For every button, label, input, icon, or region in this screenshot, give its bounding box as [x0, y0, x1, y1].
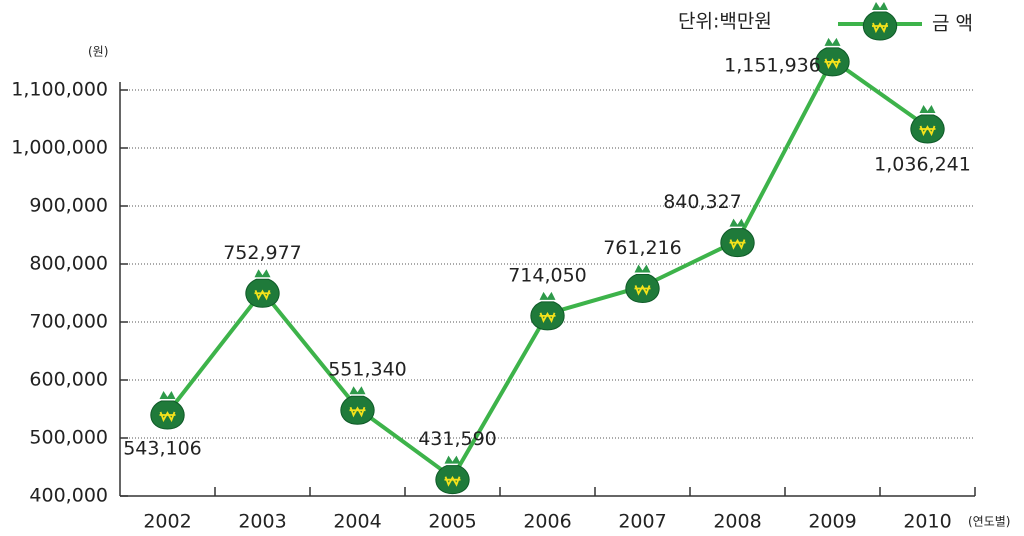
- marker: [910, 104, 945, 144]
- y-axis-label: (원): [88, 45, 108, 59]
- value-label: 543,106: [123, 437, 202, 459]
- x-tick-label: 2005: [428, 511, 476, 533]
- bag-won: [729, 238, 746, 250]
- x-tick-label: 2008: [713, 511, 761, 533]
- x-tick-label: 2009: [808, 511, 856, 533]
- bag-knot: [539, 291, 556, 300]
- x-tick-label: 2010: [903, 511, 951, 533]
- y-tick-label: 500,000: [29, 427, 108, 449]
- bag-won: [919, 125, 936, 137]
- x-tick-label: 2006: [523, 511, 571, 533]
- legend-marker: [863, 2, 897, 41]
- marker: [435, 455, 470, 495]
- legend-label: 금 액: [932, 13, 973, 35]
- unit-note: 단위:백만원: [678, 11, 772, 33]
- x-tick-label: 2004: [333, 511, 381, 533]
- y-tick-label: 800,000: [29, 253, 108, 275]
- y-tick-label: 1,000,000: [11, 137, 108, 159]
- value-label: 431,590: [418, 428, 497, 450]
- bag-won: [159, 411, 176, 423]
- bag-won: [539, 312, 556, 323]
- bag-knot: [919, 104, 936, 113]
- bag-knot: [254, 269, 271, 278]
- value-label: 752,977: [223, 242, 302, 264]
- bag-won: [254, 289, 271, 301]
- value-label: 714,050: [508, 264, 587, 286]
- x-axis-label: (연도별): [968, 515, 1010, 529]
- x-tick-label: 2007: [618, 511, 666, 533]
- marker: [530, 291, 565, 331]
- marker: [625, 264, 660, 303]
- bag-knot: [634, 264, 651, 273]
- y-tick-label: 400,000: [29, 485, 108, 507]
- bag-knot: [444, 455, 461, 464]
- bag-won: [349, 406, 366, 418]
- y-tick-label: 1,100,000: [11, 79, 108, 101]
- x-tick-label: 2003: [238, 511, 286, 533]
- bag-knot: [159, 390, 176, 399]
- bag-won: [872, 22, 888, 34]
- bag-won: [444, 475, 461, 487]
- y-tick-label: 600,000: [29, 369, 108, 391]
- value-label: 1,036,241: [874, 153, 971, 175]
- marker: [815, 37, 850, 77]
- value-label: 840,327: [663, 191, 742, 213]
- marker: [340, 386, 375, 425]
- y-tick-label: 700,000: [29, 311, 108, 333]
- marker: [150, 390, 185, 430]
- y-tick-label: 900,000: [29, 195, 108, 217]
- bag-knot: [729, 218, 746, 227]
- value-label: 551,340: [328, 359, 407, 381]
- bag-knot: [872, 2, 888, 10]
- marker: [720, 218, 755, 258]
- bag-knot: [349, 386, 366, 395]
- bag-won: [634, 284, 651, 296]
- x-tick-label: 2002: [143, 511, 191, 533]
- bag-knot: [824, 37, 841, 46]
- value-label: 1,151,936: [724, 54, 821, 76]
- bag-won: [824, 58, 841, 69]
- value-label: 761,216: [603, 237, 682, 259]
- marker: [245, 269, 280, 308]
